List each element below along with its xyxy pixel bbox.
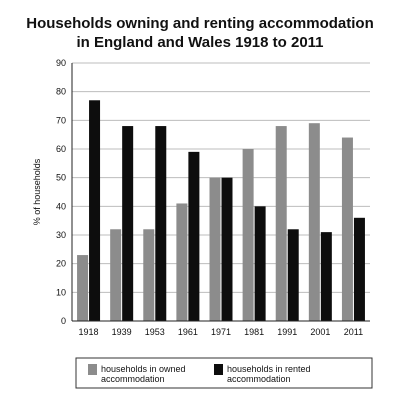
chart-title-line-1: Households owning and renting accommodat… <box>26 15 374 32</box>
x-tick-label-2011: 2011 <box>344 327 363 337</box>
bar-rented-2001 <box>320 232 332 321</box>
y-tick-label-80: 80 <box>56 87 66 97</box>
y-tick-label-30: 30 <box>56 230 66 240</box>
x-tick-label-1961: 1961 <box>178 327 198 337</box>
bars <box>77 100 365 322</box>
bar-owned-1939 <box>110 229 122 321</box>
y-tick-label-50: 50 <box>56 173 66 183</box>
bar-owned-1981 <box>242 149 254 321</box>
bar-owned-1918 <box>77 255 89 321</box>
legend-label-owned-line1: households in owned <box>101 364 186 374</box>
chart-title-line-2: in England and Wales 1918 to 2011 <box>76 34 324 51</box>
y-tick-label-60: 60 <box>56 144 66 154</box>
bar-owned-2011 <box>341 137 353 321</box>
x-tick-label-1991: 1991 <box>277 327 297 337</box>
legend-swatch-owned <box>88 364 97 375</box>
y-axis-ticks: 0 10 20 30 40 50 60 70 80 90 <box>56 58 66 326</box>
bar-rented-1961 <box>188 151 200 321</box>
y-tick-label-90: 90 <box>56 58 66 68</box>
y-tick-label-20: 20 <box>56 259 66 269</box>
y-tick-label-70: 70 <box>56 115 66 125</box>
chart-title: Households owning and renting accommodat… <box>0 14 400 52</box>
gridlines <box>72 62 370 293</box>
bar-owned-1953 <box>143 229 155 321</box>
x-tick-label-1971: 1971 <box>211 327 231 337</box>
legend-label-rented-line1: households in rented <box>227 364 311 374</box>
x-tick-label-1953: 1953 <box>145 327 165 337</box>
bar-owned-1991 <box>275 126 287 321</box>
bar-rented-1939 <box>122 126 134 321</box>
x-tick-label-1939: 1939 <box>112 327 132 337</box>
y-axis-label: % of households <box>32 158 42 225</box>
bar-rented-1991 <box>287 229 299 321</box>
legend-swatch-rented <box>214 364 223 375</box>
bar-rented-1918 <box>89 100 101 322</box>
bar-rented-2011 <box>353 217 365 321</box>
bar-owned-2001 <box>308 123 320 321</box>
bar-rented-1981 <box>254 206 266 321</box>
x-tick-label-2001: 2001 <box>310 327 330 337</box>
bar-owned-1971 <box>209 177 221 321</box>
bar-owned-1961 <box>176 203 188 321</box>
legend-box <box>75 357 373 389</box>
y-tick-label-0: 0 <box>61 316 66 326</box>
x-tick-label-1918: 1918 <box>79 327 99 337</box>
x-tick-label-1981: 1981 <box>244 327 264 337</box>
legend-label-owned-line2: accommodation <box>101 374 165 384</box>
y-tick-label-10: 10 <box>56 287 66 297</box>
legend-label-rented-line2: accommodation <box>227 374 291 384</box>
bar-rented-1971 <box>221 177 233 321</box>
x-axis-ticks: 1918 1939 1953 1961 1971 1981 1991 2001 2011 <box>79 327 364 337</box>
legend: households in owned accommodation househ… <box>75 357 373 389</box>
bar-rented-1953 <box>155 126 167 321</box>
y-tick-label-40: 40 <box>56 201 66 211</box>
